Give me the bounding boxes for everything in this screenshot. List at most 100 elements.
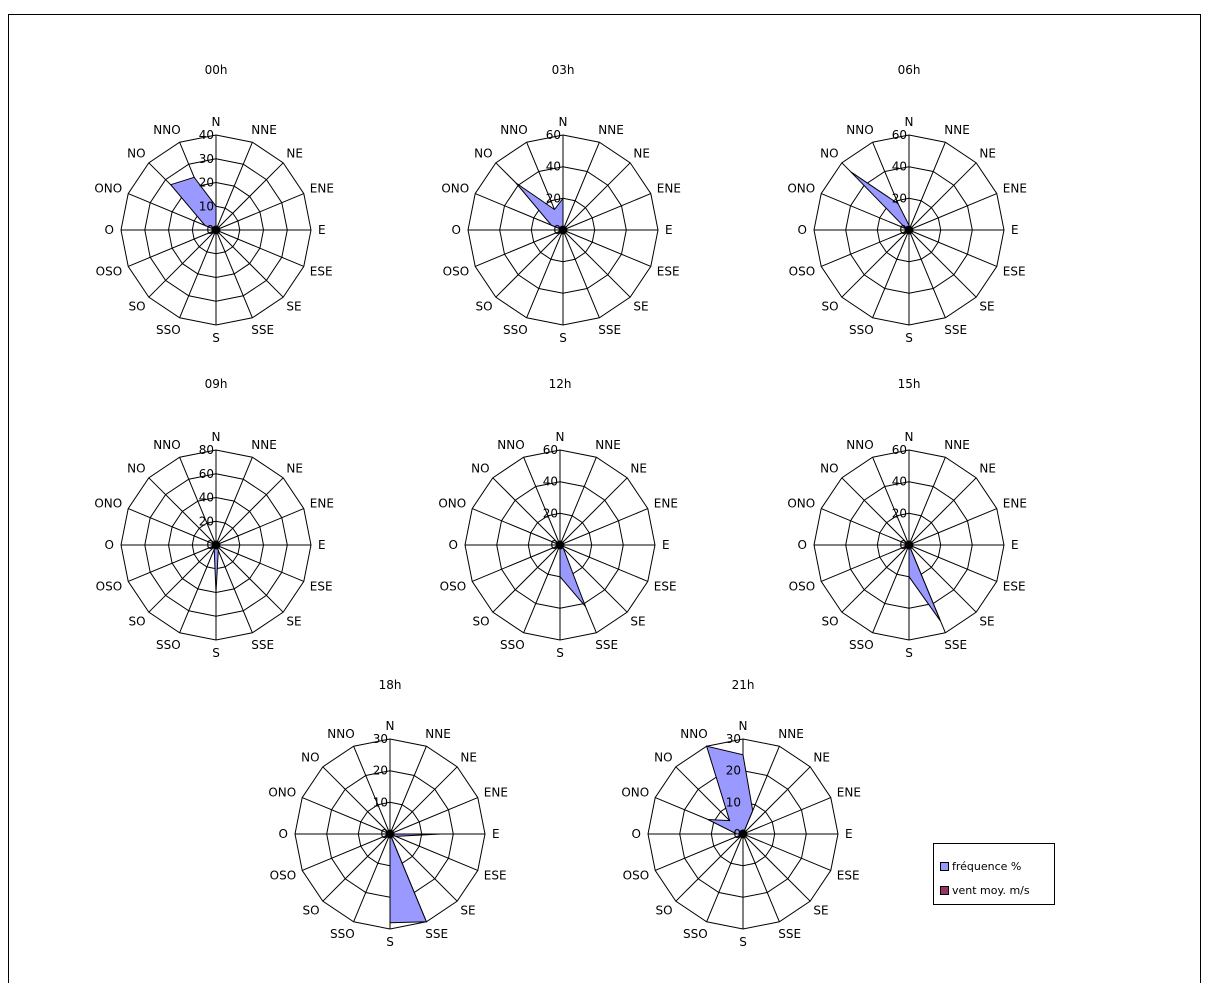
spoke — [742, 833, 831, 871]
tick-label: 60 — [892, 128, 907, 142]
spoke — [559, 544, 648, 582]
direction-label-E: E — [665, 223, 673, 237]
direction-label-N: N — [212, 430, 221, 444]
direction-label-ONO: ONO — [441, 182, 469, 196]
spoke — [215, 229, 284, 298]
direction-label-OSO: OSO — [96, 264, 123, 278]
direction-label-ENE: ENE — [1003, 182, 1027, 196]
spoke — [742, 833, 811, 902]
direction-label-N: N — [905, 430, 914, 444]
spoke — [215, 229, 304, 267]
direction-label-NO: NO — [820, 462, 838, 476]
tick-label: 40 — [546, 160, 561, 174]
spoke — [523, 457, 561, 546]
tick-label: 40 — [199, 491, 214, 505]
center-point — [211, 540, 221, 550]
legend-swatch-frequency — [940, 861, 949, 871]
direction-label-NO: NO — [474, 147, 492, 161]
direction-label-ONO: ONO — [94, 182, 122, 196]
spoke — [353, 746, 391, 835]
spoke — [908, 457, 946, 546]
direction-label-N: N — [559, 115, 568, 129]
spoke — [562, 229, 651, 267]
direction-label-N: N — [212, 115, 221, 129]
tick-label: 40 — [892, 160, 907, 174]
tick-label: 0 — [899, 223, 907, 237]
spoke — [495, 229, 564, 298]
spoke — [128, 508, 217, 546]
legend-label-frequency: fréquence % — [952, 859, 1022, 873]
direction-label-SSE: SSE — [778, 927, 801, 941]
direction-label-S: S — [212, 646, 220, 660]
direction-label-ENE: ENE — [310, 497, 334, 511]
chart-title: 03h — [552, 63, 575, 77]
chart-title: 18h — [379, 678, 402, 692]
tick-label: 0 — [380, 827, 388, 841]
spoke — [841, 477, 910, 546]
spoke — [841, 544, 910, 613]
direction-label-N: N — [905, 115, 914, 129]
direction-label-ONO: ONO — [787, 497, 815, 511]
direction-label-NNO: NNO — [153, 438, 180, 452]
spoke — [559, 508, 648, 546]
direction-label-NO: NO — [654, 751, 672, 765]
direction-label-NE: NE — [460, 751, 477, 765]
spoke — [215, 544, 284, 613]
center-point — [555, 540, 565, 550]
tick-label: 20 — [543, 506, 558, 520]
spoke — [526, 229, 564, 318]
wind-rose-06h: 06h 0 20 40 60N NNE NE ENE E ESE SE SSE S SSO SO OSO O ON… — [787, 63, 1027, 345]
direction-label-E: E — [318, 223, 326, 237]
spoke — [908, 229, 946, 318]
chart-title: 09h — [205, 377, 228, 391]
chart-title: 21h — [732, 678, 755, 692]
spoke — [562, 162, 631, 231]
spoke — [215, 544, 253, 633]
spoke — [148, 544, 217, 613]
spoke — [742, 797, 831, 835]
direction-label-ENE: ENE — [657, 182, 681, 196]
direction-label-E: E — [845, 827, 853, 841]
direction-label-SE: SE — [813, 903, 828, 917]
direction-label-NNO: NNO — [500, 123, 527, 137]
direction-label-ENE: ENE — [484, 786, 508, 800]
direction-label-NNE: NNE — [595, 438, 621, 452]
tick-label: 60 — [892, 443, 907, 457]
spoke — [821, 544, 910, 582]
spoke — [302, 797, 391, 835]
direction-label-OSO: OSO — [789, 579, 816, 593]
direction-label-SE: SE — [460, 903, 475, 917]
chart-frame — [8, 14, 1201, 983]
direction-label-SE: SE — [979, 614, 994, 628]
spoke — [179, 544, 217, 633]
spoke — [559, 477, 628, 546]
spoke — [908, 142, 946, 231]
wind-rose-09h: 09h 0 20 40 60 80N NNE NE ENE E ESE SE SSE S SSO SO OSO O… — [94, 377, 334, 660]
legend-label-wind: vent moy. m/s — [952, 883, 1030, 897]
direction-label-NO: NO — [127, 462, 145, 476]
tick-label: 10 — [726, 795, 741, 809]
direction-label-S: S — [559, 331, 567, 345]
tick-label: 0 — [553, 223, 561, 237]
direction-label-ESE: ESE — [654, 579, 677, 593]
direction-label-ESE: ESE — [657, 264, 680, 278]
direction-label-SSE: SSE — [944, 323, 967, 337]
tick-label: 60 — [199, 467, 214, 481]
direction-label-O: O — [449, 538, 458, 552]
spoke — [179, 229, 217, 318]
spoke — [322, 766, 391, 835]
spoke — [389, 797, 478, 835]
direction-label-NNO: NNO — [680, 727, 707, 741]
center-point — [385, 829, 395, 839]
direction-label-NE: NE — [979, 147, 996, 161]
spoke — [908, 193, 997, 231]
tick-label: 0 — [550, 538, 558, 552]
legend-item-wind: vent moy. m/s — [940, 883, 1030, 897]
series-frequency-area — [908, 544, 941, 622]
direction-label-ONO: ONO — [787, 182, 815, 196]
direction-label-SO: SO — [656, 903, 673, 917]
spoke — [706, 833, 744, 922]
spoke — [562, 142, 600, 231]
direction-label-O: O — [452, 223, 461, 237]
